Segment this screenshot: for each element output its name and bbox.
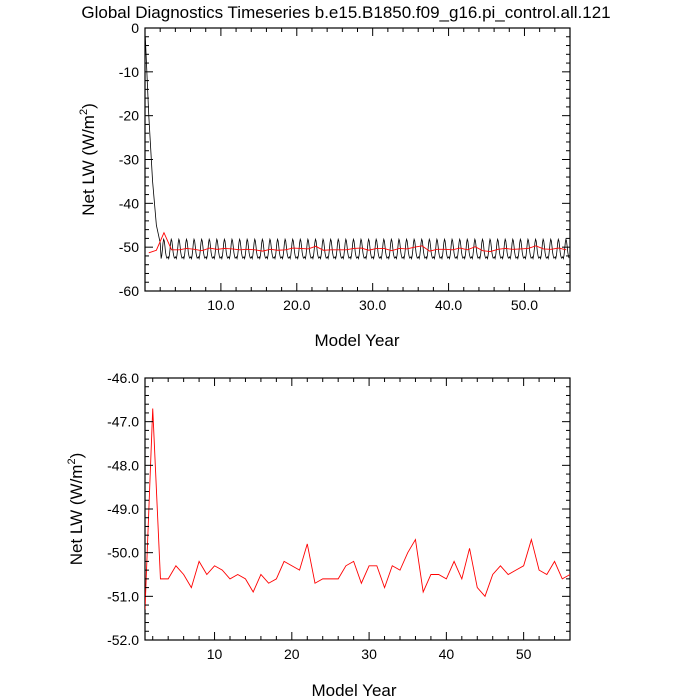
y-tick-label: -50 — [119, 239, 139, 255]
y-tick-label: -51.0 — [107, 588, 139, 604]
plot-frame — [144, 377, 571, 641]
tick-marks: 10.0 20.0 30.0 40.0 50.0 0 -10 -20 -30 -40 -50 -60 — [119, 20, 571, 313]
y-tick-label: -60 — [119, 283, 139, 299]
x-axis-label: Model Year — [311, 681, 396, 700]
series-group — [145, 408, 570, 610]
y-tick-label: -30 — [119, 152, 139, 168]
x-tick-label: 40.0 — [435, 297, 462, 313]
chart-title: Global Diagnostics Timeseries b.e15.B185… — [81, 3, 610, 22]
x-tick-label: 10.0 — [207, 297, 234, 313]
y-tick-label: -48.0 — [107, 457, 139, 473]
y-tick-label: -47.0 — [107, 414, 139, 430]
monthly-timeseries-panel: 10.0 20.0 30.0 40.0 50.00-10-20-30-40-50-60 … — [78, 20, 571, 350]
y-axis-label: Net LW (W/m2) — [66, 453, 86, 566]
x-tick-label: 20.0 — [283, 297, 310, 313]
y-tick-label: -10 — [119, 64, 139, 80]
x-tick-label: 50 — [516, 646, 532, 662]
x-tick-label: 30.0 — [359, 297, 386, 313]
x-axis-label: Model Year — [314, 331, 399, 350]
series-group — [145, 36, 570, 261]
x-tick-label: 20 — [284, 646, 300, 662]
y-tick-label: -40 — [119, 195, 139, 211]
annual-timeseries-panel: 10 20 30 40 50 -46.0 -47.0 -48.0 -49.0 -50.0 -51.0… — [66, 370, 571, 700]
y-tick-label: 0 — [131, 20, 139, 36]
x-tick-label: 30 — [361, 646, 377, 662]
y-tick-label: -50.0 — [107, 545, 139, 561]
plot-frame — [144, 27, 571, 292]
x-tick-label: 10 — [207, 646, 223, 662]
y-tick-label: -52.0 — [107, 632, 139, 648]
series-line-annual-1 — [148, 231, 567, 254]
series-line-annual-0 — [145, 408, 570, 610]
y-tick-label: -46.0 — [107, 370, 139, 386]
x-tick-label: 40 — [439, 646, 455, 662]
y-tick-label: -20 — [119, 108, 139, 124]
y-axis-label: Net LW (W/m2) — [78, 103, 98, 216]
series-line-monthly-0 — [145, 36, 570, 261]
x-tick-label: 50.0 — [511, 297, 538, 313]
tick-marks: 10 20 30 40 50 -46.0 -47.0 -48.0 -49.0 -50.0 -51.0… — [107, 370, 571, 662]
y-tick-label: -49.0 — [107, 501, 139, 517]
